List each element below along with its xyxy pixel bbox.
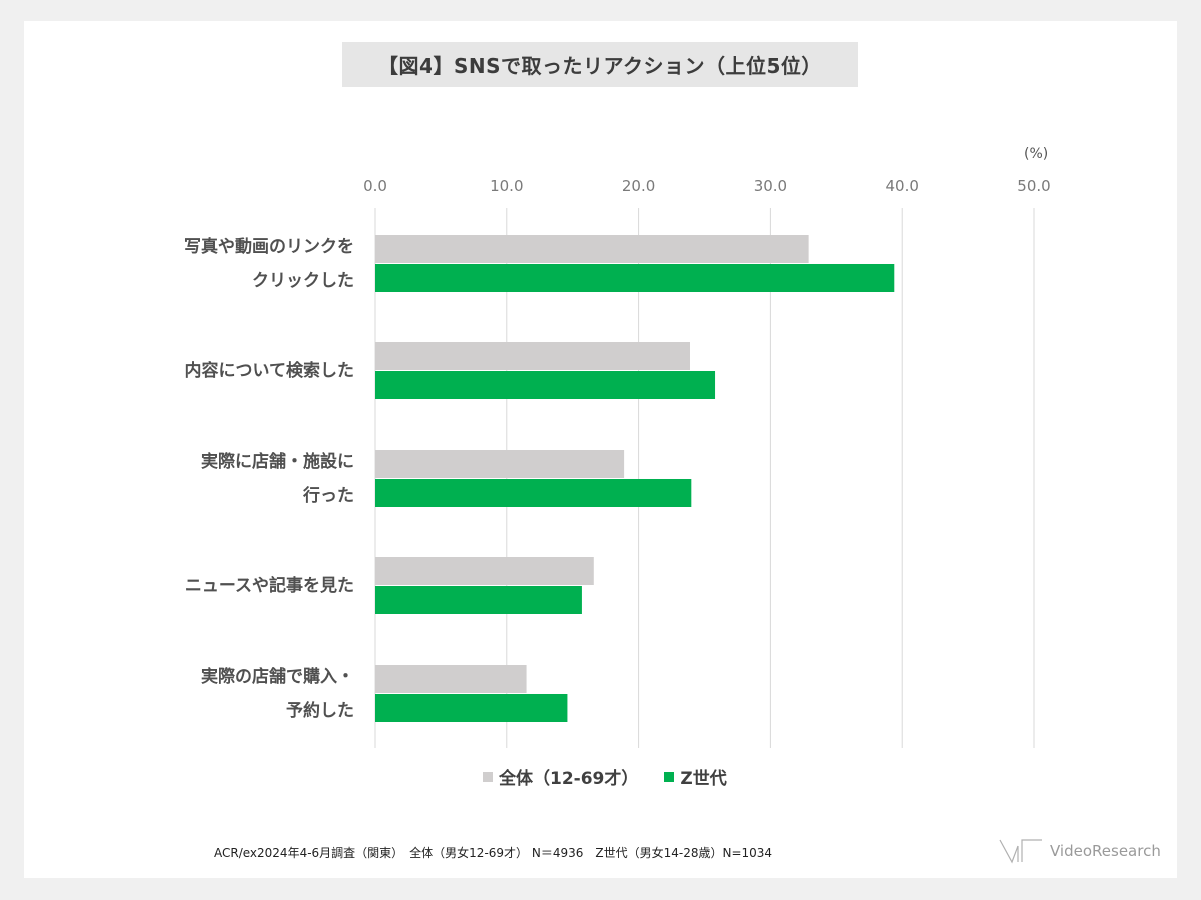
category-label-line: 実際の店舗で購入・ [201, 666, 354, 687]
legend-label-genz: Z世代 [680, 769, 727, 789]
legend-item-genz: Z世代 [664, 764, 727, 789]
category-label-line: 内容について検索した [184, 360, 355, 381]
x-tick-label: 50.0 [1017, 177, 1050, 195]
legend: 全体（12-69才） Z世代 [483, 764, 753, 789]
category-label-line: ニュースや記事を見た [184, 575, 354, 596]
bar-all [375, 450, 625, 478]
legend-swatch-genz [664, 771, 675, 782]
unit-label: (%) [1024, 146, 1049, 162]
bar-genz [375, 479, 692, 507]
legend-swatch-all [483, 771, 493, 782]
bar-all [375, 665, 527, 693]
vr-logo-icon [999, 839, 1042, 864]
bar-genz [375, 694, 568, 722]
bar-all [375, 342, 691, 370]
bar-genz [375, 586, 582, 614]
category-label: ニュースや記事を見た [124, 569, 354, 603]
bar-genz [375, 264, 895, 292]
category-label-line: 行った [303, 485, 354, 506]
bar-all [375, 557, 594, 585]
bar-genz [375, 371, 716, 399]
category-label-line: クリックした [252, 270, 354, 291]
x-tick-label: 10.0 [490, 177, 523, 195]
category-label-line: 写真や動画のリンクを [184, 236, 354, 257]
x-tick-label: 30.0 [754, 177, 787, 195]
footnote: ACR/ex2024年4-6月調査（関東） 全体（男女12-69才） N＝493… [214, 846, 773, 860]
logo-text: VideoResearch [1050, 842, 1161, 860]
category-label: 実際に店舗・施設に行った [124, 445, 354, 513]
x-tick-label: 40.0 [885, 177, 918, 195]
chart-card [24, 21, 1177, 878]
legend-label-all: 全体（12-69才） [499, 769, 639, 789]
category-label-line: 実際に店舗・施設に [201, 451, 354, 472]
x-tick-label: 20.0 [622, 177, 655, 195]
category-label: 内容について検索した [124, 354, 355, 388]
chart-title-box: 【図4】SNSで取ったリアクション（上位5位） [342, 42, 858, 87]
logo: VideoResearch [998, 838, 1161, 864]
chart-title: 【図4】SNSで取ったリアクション（上位5位） [378, 54, 822, 78]
category-label-line: 予約した [286, 700, 354, 721]
category-label: 写真や動画のリンクをクリックした [124, 230, 354, 298]
x-tick-label: 0.0 [363, 177, 387, 195]
bar-all [375, 235, 809, 263]
category-label: 実際の店舗で購入・予約した [124, 660, 354, 728]
legend-item-all: 全体（12-69才） [483, 764, 638, 789]
